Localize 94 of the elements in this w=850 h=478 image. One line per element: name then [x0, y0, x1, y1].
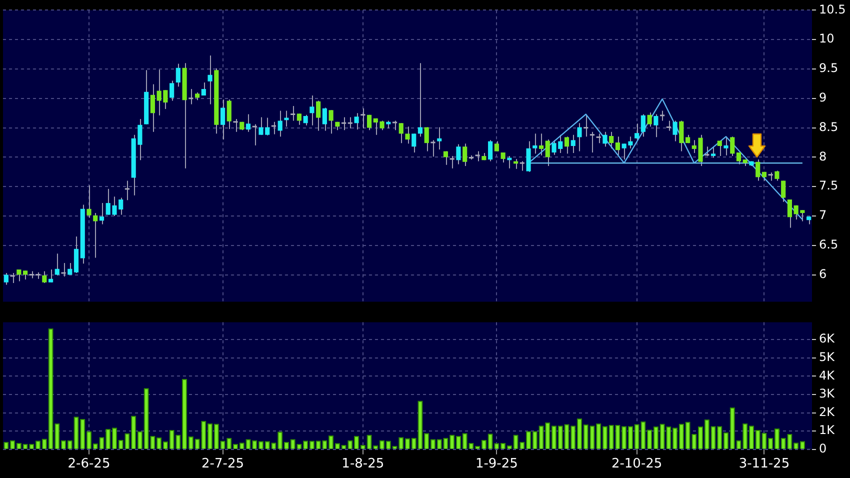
- candlestick: [717, 140, 722, 156]
- candlestick: [340, 116, 347, 131]
- candlestick: [398, 122, 404, 144]
- candlestick: [284, 110, 289, 128]
- candlestick: [42, 270, 47, 284]
- candlestick: [659, 110, 666, 122]
- candlestick: [437, 126, 442, 150]
- y-tick-label: 7.5: [819, 178, 838, 193]
- y-tick-label: 10.5: [819, 2, 846, 16]
- candlestick: [270, 121, 277, 135]
- candlestick: [150, 84, 155, 132]
- candlestick: [405, 126, 410, 144]
- candlestick: [634, 123, 640, 141]
- y-tick-label: 4K: [819, 368, 836, 382]
- candlestick: [347, 116, 354, 129]
- y-tick-label: 9.5: [819, 61, 838, 76]
- candlestick: [296, 113, 302, 126]
- candlestick: [647, 112, 652, 128]
- candlestick: [418, 62, 423, 138]
- y-tick-label: 3K: [819, 386, 836, 401]
- y-tick-label: 6.5: [819, 237, 838, 252]
- candlestick: [589, 131, 596, 153]
- y-tick-label: 9: [819, 90, 827, 105]
- candlestick: [488, 140, 493, 162]
- candlestick: [86, 184, 92, 218]
- candlestick: [545, 139, 550, 166]
- candlestick: [494, 140, 499, 152]
- candlestick: [93, 212, 98, 258]
- x-tick-label: 2-10-25: [611, 456, 662, 472]
- candlestick: [10, 272, 16, 284]
- candlestick: [443, 150, 448, 166]
- candlestick: [679, 120, 684, 152]
- y-tick-label: 2K: [819, 404, 836, 419]
- candlestick: [724, 136, 728, 156]
- y-tick-label: 8.5: [819, 120, 838, 134]
- x-tick-label: 1-8-25: [342, 456, 384, 472]
- candlestick: [322, 107, 327, 132]
- candlestick: [278, 110, 282, 138]
- candlestick: [596, 133, 602, 144]
- candlestick: [538, 133, 544, 156]
- candlestick: [449, 156, 456, 169]
- candlestick: [462, 143, 468, 166]
- y-tick-label: 0: [819, 442, 827, 456]
- candlestick: [170, 80, 174, 102]
- candlestick: [303, 114, 308, 126]
- candlestick: [654, 114, 658, 138]
- candlestick: [220, 99, 226, 140]
- candlestick: [532, 133, 538, 154]
- y-tick-label: 10: [819, 32, 834, 46]
- candlestick: [201, 82, 206, 96]
- candlestick: [582, 114, 589, 138]
- x-tick-label: 3-11-25: [738, 456, 790, 472]
- y-tick-label: 6: [819, 266, 827, 281]
- candlestick: [672, 120, 678, 142]
- candlestick: [756, 159, 760, 182]
- candlestick: [4, 272, 8, 286]
- x-tick-label: 2-6-25: [68, 456, 110, 472]
- candlestick: [328, 110, 334, 134]
- candlestick: [176, 63, 180, 88]
- candlestick: [710, 146, 716, 158]
- candlestick: [615, 136, 620, 156]
- candlestick: [290, 106, 296, 122]
- candlestick: [208, 54, 212, 105]
- candlestick: [730, 136, 735, 156]
- candlestick: [609, 131, 614, 149]
- y-tick-label: 5K: [819, 350, 836, 364]
- candlestick: [392, 120, 398, 131]
- y-tick-label: 8: [819, 149, 827, 164]
- candlestick: [564, 136, 570, 154]
- y-tick-label: 1K: [819, 423, 836, 438]
- candlestick: [640, 114, 646, 138]
- candlestick: [412, 133, 416, 153]
- candlestick: [570, 134, 576, 154]
- x-tick-label: 2-7-25: [202, 456, 244, 472]
- candlestick: [48, 268, 54, 283]
- candlestick: [310, 94, 314, 126]
- candlestick: [519, 160, 526, 172]
- candlestick: [316, 100, 321, 132]
- y-tick-label: 6K: [819, 332, 836, 346]
- candlestick: [666, 120, 672, 132]
- candlestick: [366, 114, 372, 131]
- candlestick: [781, 180, 786, 202]
- candlestick: [474, 150, 481, 162]
- candlestick: [246, 114, 251, 132]
- candlestick: [787, 199, 792, 228]
- x-tick-label: 1-9-25: [475, 456, 518, 472]
- candlestick: [188, 88, 194, 105]
- candlestick: [99, 202, 104, 225]
- candlestick: [74, 236, 79, 274]
- candlestick: [704, 146, 710, 156]
- candlestick: [252, 124, 258, 146]
- candlestick: [124, 180, 130, 201]
- y-tick-label: 7: [819, 208, 827, 222]
- candlestick: [360, 108, 366, 129]
